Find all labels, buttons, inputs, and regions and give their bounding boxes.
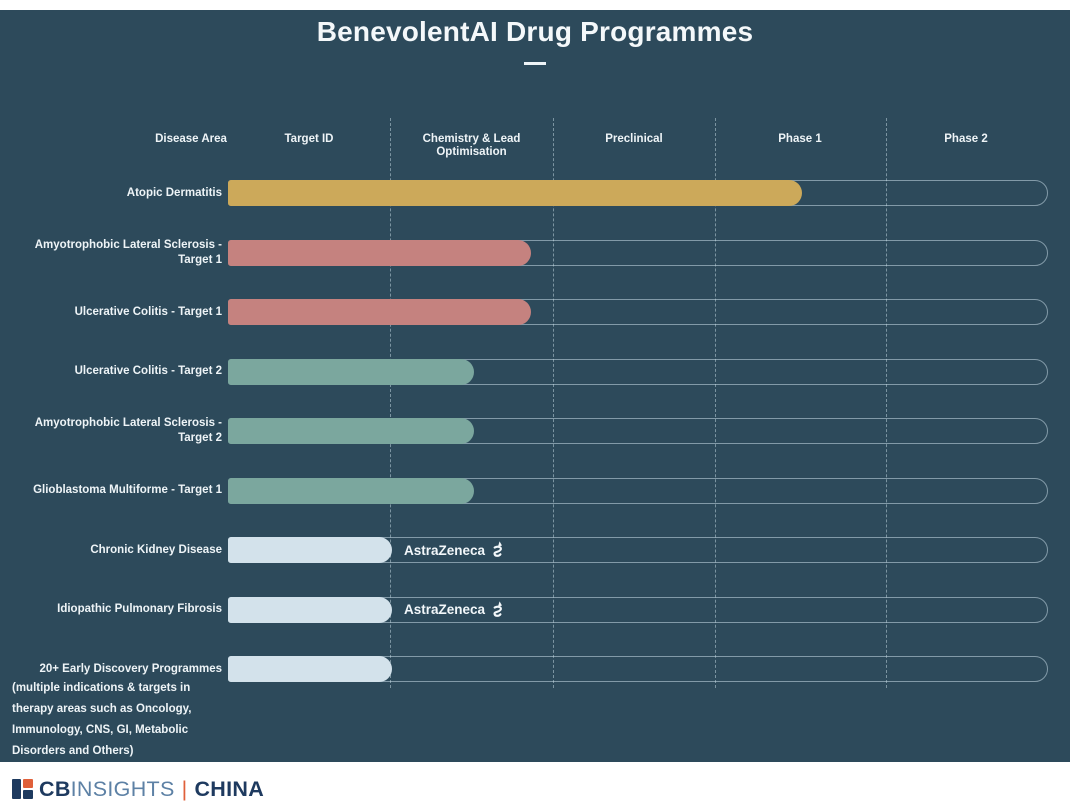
programme-row: 20+ Early Discovery Programmes [0,656,1070,700]
chart-panel: BenevolentAI Drug Programmes Disease Are… [0,10,1070,762]
programme-label: Ulcerative Colitis - Target 1 [74,305,222,318]
footnote: (multiple indications & targets in thera… [12,682,192,757]
progress-bar [228,596,392,623]
partner-label: AstraZeneca [404,537,506,563]
stage-divider-line [715,118,716,688]
stage-divider-line [553,118,554,688]
stage-divider-line [886,118,887,688]
column-header-chemistry-lead-optimisation: Chemistry & Lead Optimisation [422,133,521,158]
programme-row: Idiopathic Pulmonary Fibrosis AstraZenec… [0,596,1070,641]
progress-bar [228,180,802,206]
column-header-phase-2: Phase 2 [944,133,988,145]
footer-brand: CB INSIGHTS | CHINA [12,775,264,803]
programme-row: Ulcerative Colitis - Target 2 [0,358,1070,403]
programme-label: Amyotrophobic Lateral Sclerosis - Target… [34,238,222,266]
astrazeneca-logo-icon [493,541,503,557]
column-header-phase-1: Phase 1 [778,133,822,145]
programme-label: Ulcerative Colitis - Target 2 [74,365,222,377]
programme-row: Amyotrophobic Lateral Sclerosis - Target… [0,417,1070,462]
cbinsights-logo-icon [12,778,33,800]
programme-label: Idiopathic Pulmonary Fibrosis [57,603,222,615]
chart-title: BenevolentAI Drug Programmes [316,16,754,47]
progress-bar [228,358,474,385]
partner-name: AstraZeneca [404,602,486,617]
stage-divider-line [390,118,391,688]
column-header-preclinical: Preclinical [605,133,663,145]
programme-label: Chronic Kidney Disease [90,543,222,556]
title-dash-icon [524,62,546,65]
astrazeneca-logo-icon [493,600,503,617]
partner-name: AstraZeneca [404,542,486,558]
programme-label: Glioblastoma Multiforme - Target 1 [33,484,222,496]
column-header-target-id: Target ID [284,133,334,145]
programme-row: Chronic Kidney Disease AstraZeneca [0,537,1070,581]
programme-row: Glioblastoma Multiforme - Target 1 [0,477,1070,522]
progress-bar [228,418,474,444]
programme-label: Amyotrophobic Lateral Sclerosis - Target… [34,417,222,444]
progress-bar [228,656,392,682]
footer-wordmark: CB INSIGHTS | CHINA [39,777,264,802]
progress-bar [228,477,474,504]
progress-bar [228,239,531,266]
brand-divider: | [181,776,188,801]
programme-row: Amyotrophobic Lateral Sclerosis - Target… [0,239,1070,284]
programme-label: Atopic Dermatitis [126,186,222,199]
brand-region: CHINA [194,776,265,801]
partner-label: AstraZeneca [404,597,506,623]
progress-bar [228,537,392,563]
progress-bar [228,299,531,325]
brand-cb: CB [39,776,71,801]
brand-insights: INSIGHTS [70,776,175,801]
programme-label: 20+ Early Discovery Programmes [39,662,222,675]
programme-row: Ulcerative Colitis - Target 1 [0,299,1070,343]
programme-row: Atopic Dermatitis [0,180,1070,224]
column-header-disease-area: Disease Area [155,133,227,145]
